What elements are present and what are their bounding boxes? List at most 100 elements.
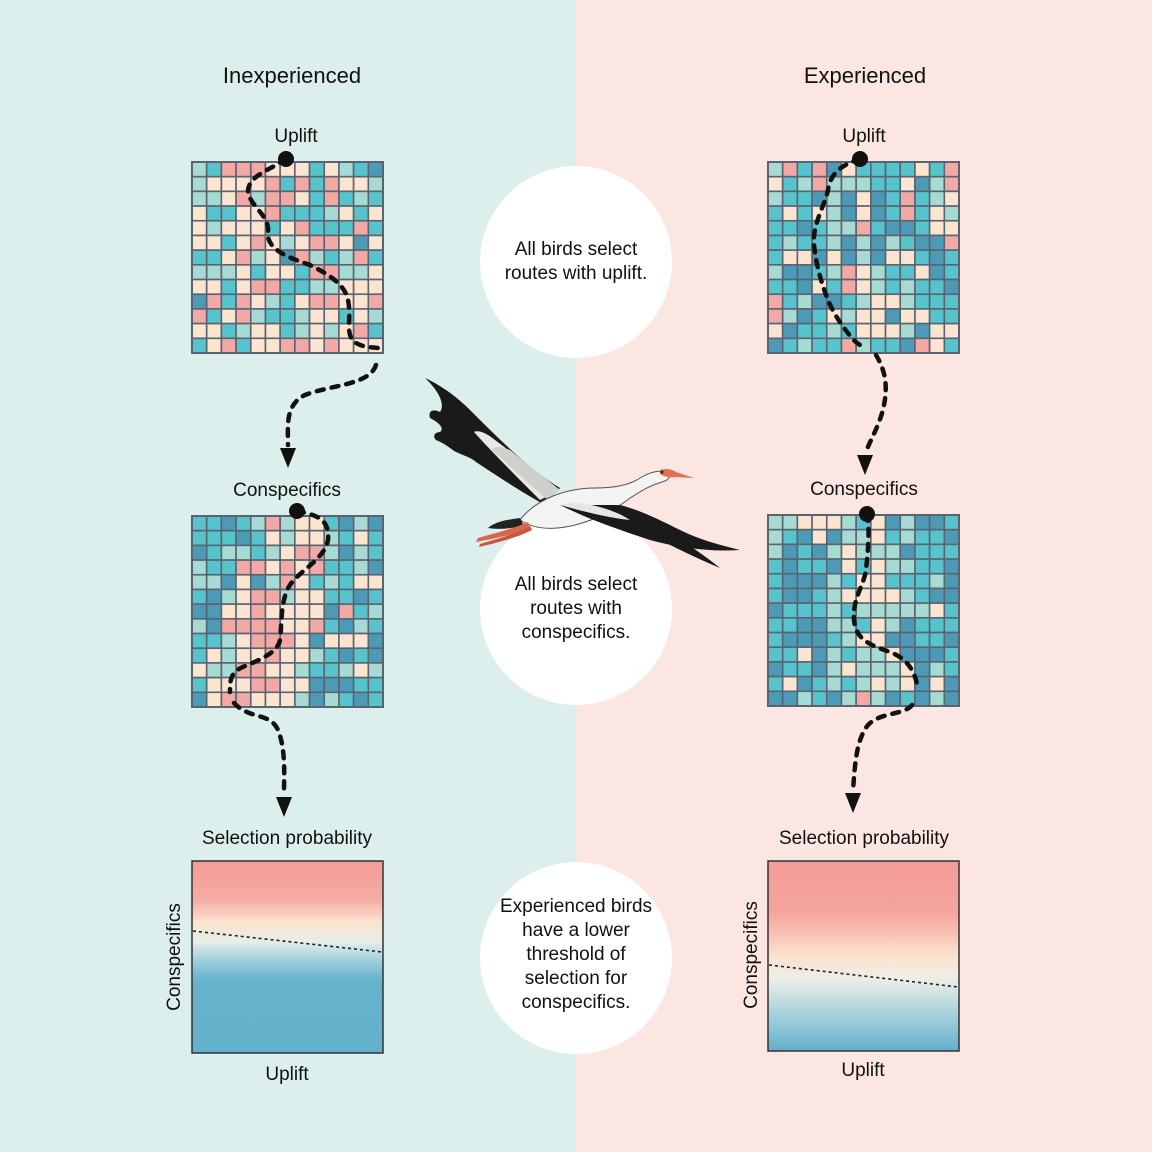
grid-cell (825, 587, 843, 604)
grid-cell (943, 205, 960, 222)
grid-cell (884, 690, 902, 707)
grid-cell (294, 308, 311, 325)
grid-cell (899, 161, 916, 178)
grid-cell (294, 529, 311, 547)
right-panel-title: Experienced (803, 63, 927, 88)
grid-cell (264, 529, 281, 547)
grid-cell (855, 690, 872, 707)
grid-cell (279, 647, 296, 664)
grid-cell (781, 308, 799, 325)
left-y-axis-label: Conspecifics (164, 903, 185, 1011)
grid-cell (914, 572, 931, 590)
grid-cell (914, 514, 931, 531)
grid-cell (205, 337, 223, 354)
grid-cell (928, 661, 946, 678)
grid-cell (338, 529, 355, 547)
grid-cell (338, 205, 355, 222)
grid-cell (367, 515, 384, 532)
grid-cell (367, 205, 384, 222)
grid-cell (338, 691, 355, 708)
grid-cell (943, 337, 960, 354)
grid-cell (855, 219, 872, 237)
grid-cell (767, 161, 784, 178)
grid-cell (914, 190, 931, 207)
grid-cell (899, 646, 916, 663)
grid-cell (205, 190, 223, 207)
grid-cell (220, 588, 237, 605)
grid-cell (781, 528, 799, 546)
grid-cell (367, 161, 384, 178)
grid-cell (884, 661, 902, 678)
grid-cell (352, 190, 370, 207)
grid-cell (367, 293, 384, 310)
left-conspecifics-label: Conspecifics (233, 480, 341, 501)
grid-cell (264, 573, 281, 591)
grid-cell (264, 278, 281, 296)
grid-cell (191, 264, 208, 281)
grid-cell (870, 161, 887, 178)
grid-cell (249, 293, 267, 310)
grid-cell (825, 337, 843, 354)
grid-cell (352, 322, 370, 340)
grid-cell (294, 676, 311, 694)
grid-cell (855, 278, 872, 296)
grid-cell (855, 661, 872, 678)
grid-cell (308, 337, 326, 354)
grid-cell (825, 322, 843, 340)
grid-cell (367, 219, 384, 237)
grid-cell (235, 647, 252, 664)
grid-cell (352, 161, 370, 178)
grid-cell (767, 175, 784, 193)
grid-cell (205, 603, 223, 620)
grid-cell (264, 603, 281, 620)
right-uplift-label: Uplift (842, 126, 886, 147)
grid-cell (884, 219, 902, 237)
grid-cell (767, 543, 784, 560)
grid-cell (870, 219, 887, 237)
grid-cell (338, 515, 355, 532)
grid-cell (870, 234, 887, 251)
grid-cell (294, 647, 311, 664)
grid-cell (943, 514, 960, 531)
grid-cell (323, 322, 340, 340)
grid-cell (943, 293, 960, 310)
grid-cell (870, 543, 887, 560)
grid-cell (884, 528, 902, 546)
grid-cell (235, 161, 252, 178)
grid-cell (840, 249, 857, 266)
grid-cell (943, 249, 960, 266)
grid-cell (279, 293, 296, 310)
grid-cell (884, 278, 902, 296)
grid-cell (825, 558, 843, 575)
grid-cell (943, 190, 960, 207)
grid-cell (220, 618, 237, 635)
grid-cell (825, 675, 843, 693)
grid-cell (352, 662, 370, 679)
grid-cell (323, 337, 340, 354)
grid-cell (249, 603, 267, 620)
grid-cell (352, 264, 370, 281)
grid-cell (855, 602, 872, 619)
grid-cell (220, 264, 237, 281)
grid-cell (943, 264, 960, 281)
grid-cell (323, 676, 340, 694)
grid-cell (855, 175, 872, 193)
grid-cell (796, 190, 813, 207)
grid-cell (781, 205, 799, 222)
grid-cell (840, 631, 857, 649)
grid-cell (249, 529, 267, 547)
grid-cell (279, 337, 296, 354)
grid-cell (220, 205, 237, 222)
grid-cell (796, 175, 813, 193)
grid-cell (914, 249, 931, 266)
grid-cell (352, 588, 370, 605)
grid-cell (767, 646, 784, 663)
bubble-conspecifics (480, 513, 672, 705)
grid-cell (235, 618, 252, 635)
grid-cell (796, 278, 813, 296)
grid-cell (367, 632, 384, 650)
grid-cell (914, 161, 931, 178)
grid-cell (855, 205, 872, 222)
grid-cell (294, 337, 311, 354)
